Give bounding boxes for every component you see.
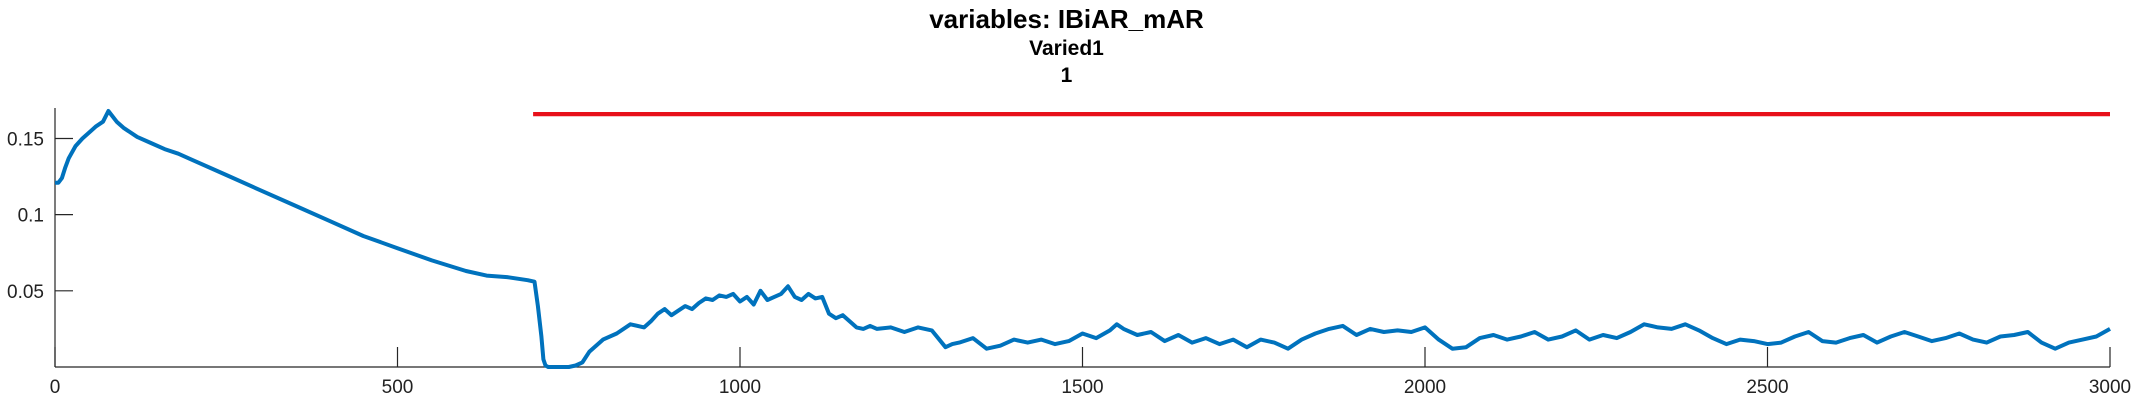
chart-title: variables: IBiAR_mAR	[929, 4, 1204, 34]
x-tick-label: 500	[382, 377, 414, 398]
y-tick-label: 0.15	[7, 129, 44, 150]
chart-title-block: variables: IBiAR_mAR Varied1 1	[0, 4, 2133, 89]
chart-subtitle-1: Varied1	[1029, 37, 1104, 60]
ticks: 0 500 1000 1500 2000 2500 3000 0.05 0.1 0.15	[7, 129, 2131, 398]
y-tick-label: 0.1	[18, 206, 44, 227]
x-tick-label: 2500	[1746, 377, 1788, 398]
x-tick-label: 2000	[1404, 377, 1446, 398]
plot-area	[55, 109, 2111, 369]
x-tick-label: 1000	[719, 377, 761, 398]
series-line-ibiar-mar	[55, 109, 2111, 369]
x-tick-label: 3000	[2089, 377, 2131, 398]
chart-subtitle-2: 1	[1060, 64, 1073, 87]
x-tick-label: 0	[50, 377, 61, 398]
y-tick-label: 0.05	[7, 282, 44, 303]
x-tick-label: 1500	[1061, 377, 1103, 398]
